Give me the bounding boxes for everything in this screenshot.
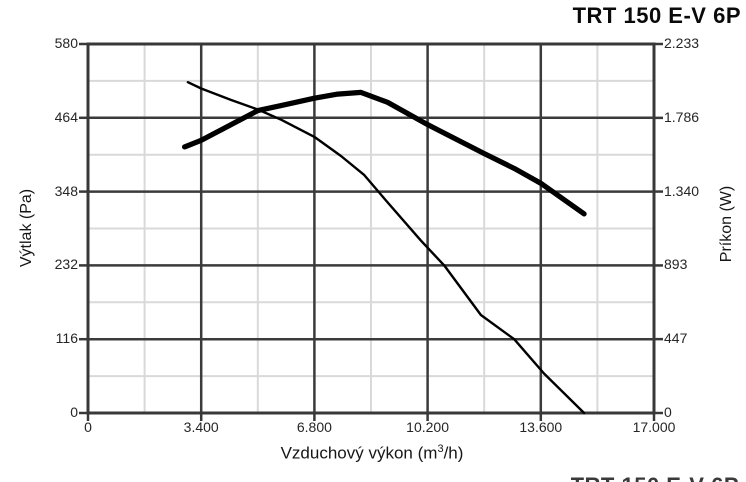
y-axis-title-right: Príkon (W)	[718, 185, 735, 263]
footer-cropped-title-text: TRT 150 E-V 6P	[571, 474, 739, 482]
x-tick-label: 13.600	[519, 419, 563, 435]
footer-cropped-title: TRT 150 E-V 6P	[571, 474, 739, 482]
y-left-tick-label: 0	[70, 404, 78, 420]
chart-title: TRT 150 E-V 6P	[572, 3, 741, 28]
plot-frame	[86, 42, 656, 415]
y-left-tick-label: 580	[54, 35, 78, 51]
y-right-tick-label: 0	[664, 404, 672, 420]
power-curve	[182, 89, 587, 217]
x-tick-label: 0	[84, 419, 92, 435]
x-axis-title-unit: /h)	[443, 443, 464, 463]
y-right-tick-label: 447	[664, 330, 688, 347]
y-left-tick-label: 232	[54, 256, 78, 273]
x-tick-label: 10.200	[406, 419, 450, 435]
y-right-tick-label: 1.786	[664, 108, 700, 125]
x-tick-label: 17.000	[632, 419, 676, 435]
y-axis-title-left: Výtlak (Pa)	[18, 188, 35, 268]
y-right-tick-label: 1.340	[664, 182, 700, 199]
y-left-tick-label: 348	[54, 182, 78, 199]
y-left-tick-label: 464	[54, 108, 78, 125]
x-tick-label: 6.800	[296, 419, 332, 435]
x-axis-title: Vzduchový výkon (m3/h)	[281, 443, 464, 464]
x-tick-label: 3.400	[183, 419, 219, 435]
x-axis-title-text: Vzduchový výkon (m	[280, 443, 438, 463]
y-left-tick-label: 116	[55, 330, 78, 347]
y-right-tick-label: 893	[664, 256, 688, 273]
pressure-curve	[186, 80, 586, 415]
x-axis-title-superscript: 3	[437, 443, 444, 455]
y-right-tick-label: 2.233	[664, 35, 700, 51]
